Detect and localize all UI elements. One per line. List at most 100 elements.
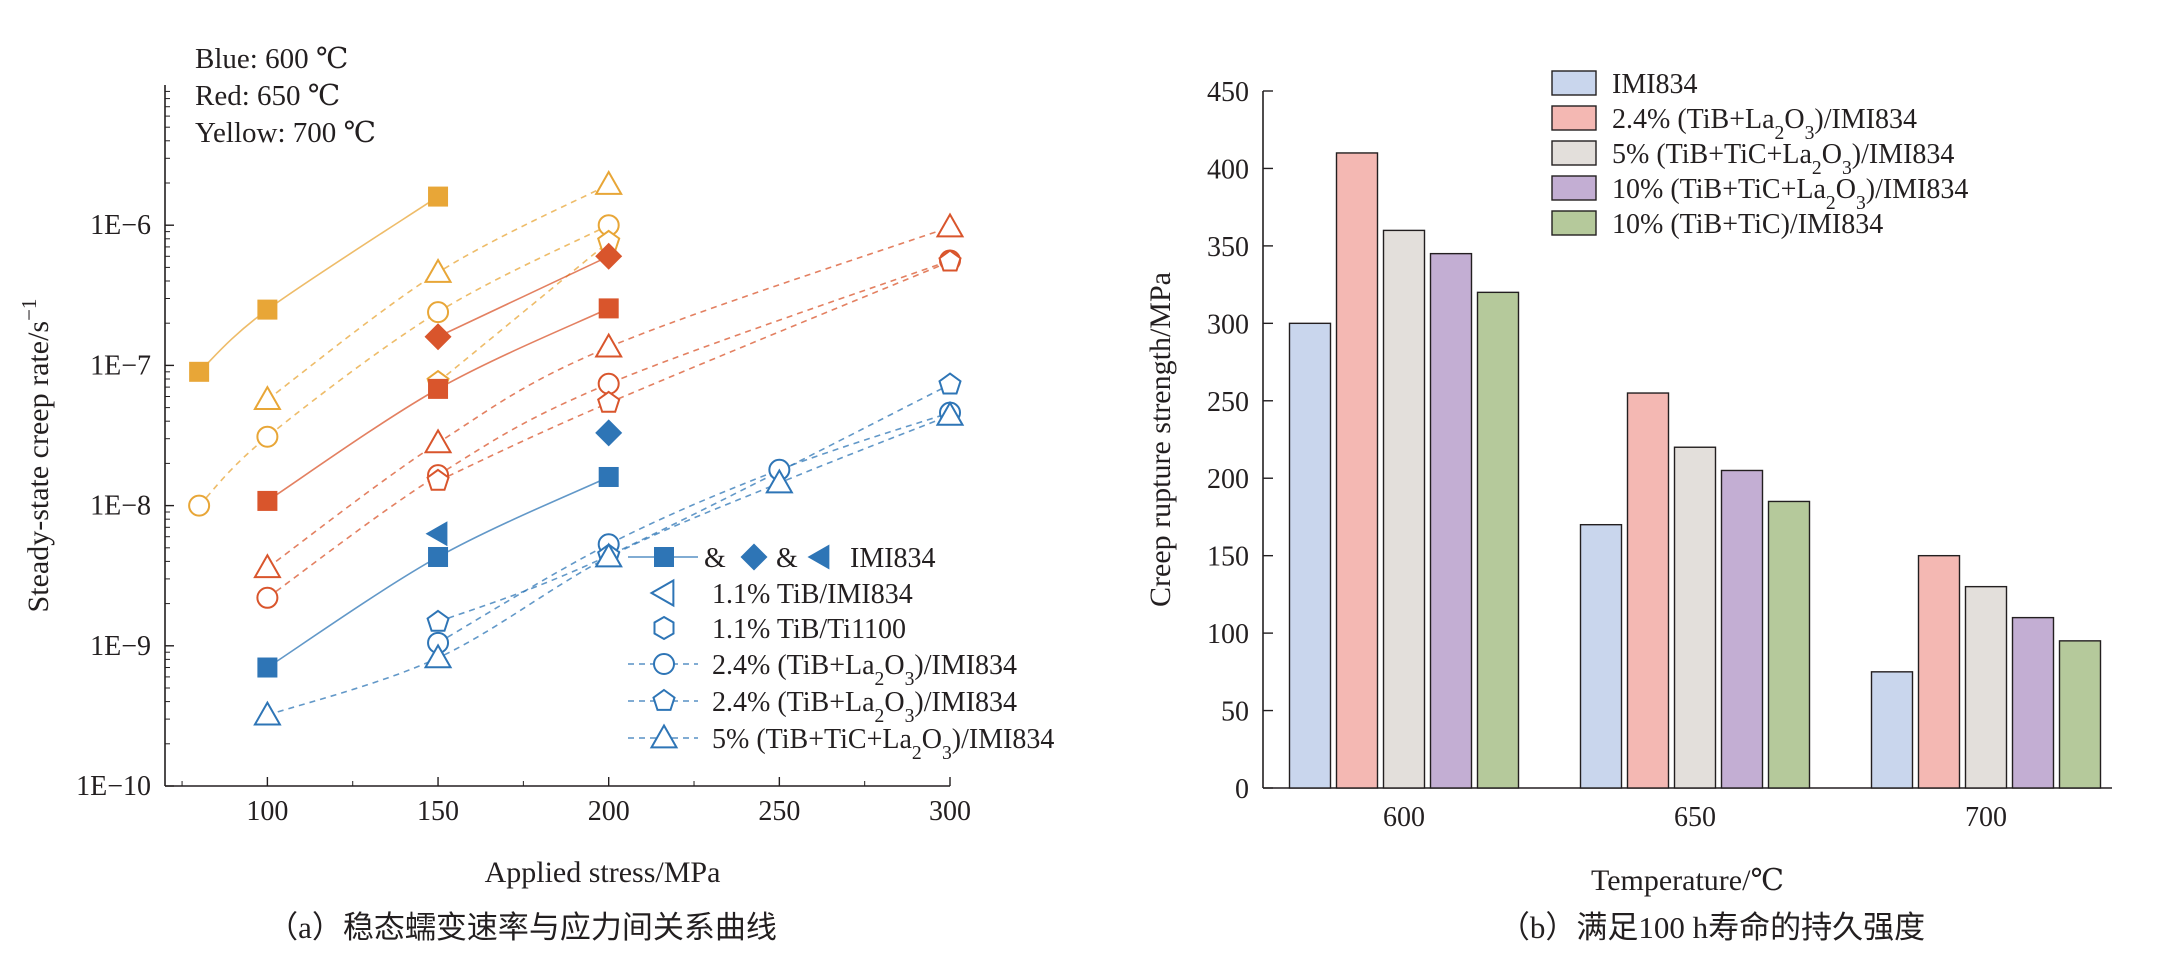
y-axis-title: Steady-state creep rate/s−1 — [17, 299, 55, 613]
text-run: 5% (TiB+TiC+La — [712, 724, 912, 755]
marker-circle — [188, 494, 211, 517]
legend-label: 10% (TiB+TiC+La2O3)/IMI834 — [1612, 174, 1968, 214]
series-line — [266, 183, 610, 401]
x-tick-label: 250 — [758, 796, 800, 827]
y-tick-label: 1E−10 — [76, 771, 151, 802]
marker-square — [189, 361, 210, 382]
x-tick-label: 700 — [1965, 802, 2007, 833]
text-run: )/IMI834 — [1866, 174, 1969, 205]
marker-triangle-up — [253, 700, 282, 726]
marker-circle — [256, 586, 279, 609]
bar — [1720, 469, 1764, 789]
subscript: 3 — [1842, 158, 1852, 179]
marker-square — [257, 657, 278, 678]
subscript: 2 — [1812, 158, 1822, 179]
marker-pentagon — [938, 372, 962, 395]
text-run: O — [884, 650, 904, 681]
creep-rate-chart: 1E−10 1E−9 1E−8 1E−7 1E−6 100 150 200 250 300 Appl… — [17, 43, 1054, 945]
bars — [1288, 152, 2102, 789]
text-run: 2.4% (TiB+La — [712, 687, 875, 718]
series-line — [198, 195, 439, 373]
y-tick-label: 1E−8 — [90, 491, 151, 522]
marker-triangle-up — [253, 385, 282, 411]
x-axis-title: Temperature/℃ — [1591, 864, 1784, 897]
marker-triangle-up — [594, 332, 623, 358]
marker-square — [257, 299, 278, 320]
text-run: 1.1% TiB/IMI834 — [712, 579, 913, 610]
marker-pentagon — [652, 688, 676, 711]
bar — [1626, 392, 1670, 789]
legend-swatch — [1551, 105, 1597, 131]
color-note: Blue: 600 ℃ — [195, 43, 348, 75]
text-run: O — [922, 724, 942, 755]
text-run: )/IMI834 — [914, 687, 1017, 718]
marker-triangle-left — [425, 521, 448, 547]
y-tick-label: 0 — [1235, 774, 1249, 805]
marker-square — [428, 186, 449, 207]
legend-label: 1.1% TiB/Ti1100 — [712, 614, 906, 645]
subscript: 2 — [875, 669, 885, 690]
series-line — [437, 260, 951, 482]
marker-triangle-up — [423, 428, 453, 454]
y-tick-label: 1E−9 — [90, 631, 151, 662]
legend-swatch — [1551, 175, 1597, 201]
text-run: 2.4% (TiB+La — [1612, 104, 1775, 135]
color-note: Yellow: 700 ℃ — [195, 117, 376, 149]
legend: & & IMI834 1.1% TiB/IMI834 1.1% TiB/Ti1100 2.… — [628, 543, 1054, 764]
caption-a: （a）稳态蠕变速率与应力间关系曲线 — [267, 910, 777, 945]
text-run: 10% (TiB+TiC+La — [1612, 174, 1826, 205]
bar — [2011, 616, 2055, 789]
marker-pentagon — [426, 609, 450, 632]
marker-triangle-up — [594, 170, 623, 195]
marker-square — [598, 298, 619, 319]
text-run: 10% (TiB+TiC)/IMI834 — [1612, 209, 1883, 240]
bar — [1673, 446, 1717, 789]
marker-circle — [653, 653, 675, 675]
legend-ampersand: & — [704, 543, 726, 574]
series-line — [437, 383, 951, 623]
bar — [1476, 291, 1520, 789]
y-axis-title: Creep rupture strength/MPa — [1144, 272, 1177, 607]
bar — [1964, 585, 2008, 789]
subscript: 3 — [1805, 123, 1815, 144]
x-tick-label: 600 — [1383, 802, 1425, 833]
marker-triangle-left — [649, 578, 675, 608]
x-tick-label: 100 — [246, 796, 288, 827]
text-run: 1.1% TiB/Ti1100 — [712, 614, 906, 645]
marker-pentagon — [938, 249, 962, 272]
bar — [1335, 152, 1379, 789]
x-tick-label: 300 — [929, 796, 971, 827]
legend-label: 5% (TiB+TiC+La2O3)/IMI834 — [712, 724, 1054, 764]
subscript: 2 — [1826, 193, 1836, 214]
subscript: 3 — [905, 706, 915, 727]
legend-label: IMI834 — [850, 543, 936, 574]
marker-square — [598, 466, 619, 487]
bar — [1870, 671, 1914, 789]
series-line — [266, 259, 951, 599]
marker-triangle-up — [935, 212, 965, 238]
subscript: 2 — [875, 706, 885, 727]
legend-label: IMI834 — [1612, 69, 1698, 100]
legend-swatch — [1551, 140, 1597, 166]
marker-square — [428, 546, 449, 567]
y-tick-label: 350 — [1207, 232, 1249, 263]
legend-label: 2.4% (TiB+La2O3)/IMI834 — [712, 650, 1017, 690]
bar — [1288, 322, 1332, 789]
legend-label: 1.1% TiB/IMI834 — [712, 579, 913, 610]
y-tick-label: 400 — [1207, 154, 1249, 185]
y-tick-label: 450 — [1207, 77, 1249, 108]
marker-triangle-up — [594, 542, 623, 568]
subscript: 3 — [905, 669, 915, 690]
marker-triangle-up — [935, 400, 965, 426]
series-line — [437, 241, 610, 383]
y-tick-label: 150 — [1207, 542, 1249, 573]
y-tick-label: 300 — [1207, 309, 1249, 340]
bar — [1429, 252, 1473, 789]
legend-swatch — [1551, 210, 1597, 236]
text-run: 2.4% (TiB+La — [712, 650, 875, 681]
text-run: )/IMI834 — [914, 650, 1017, 681]
marker-diamond — [595, 242, 623, 270]
text-run: O — [884, 687, 904, 718]
series-line — [437, 255, 610, 338]
